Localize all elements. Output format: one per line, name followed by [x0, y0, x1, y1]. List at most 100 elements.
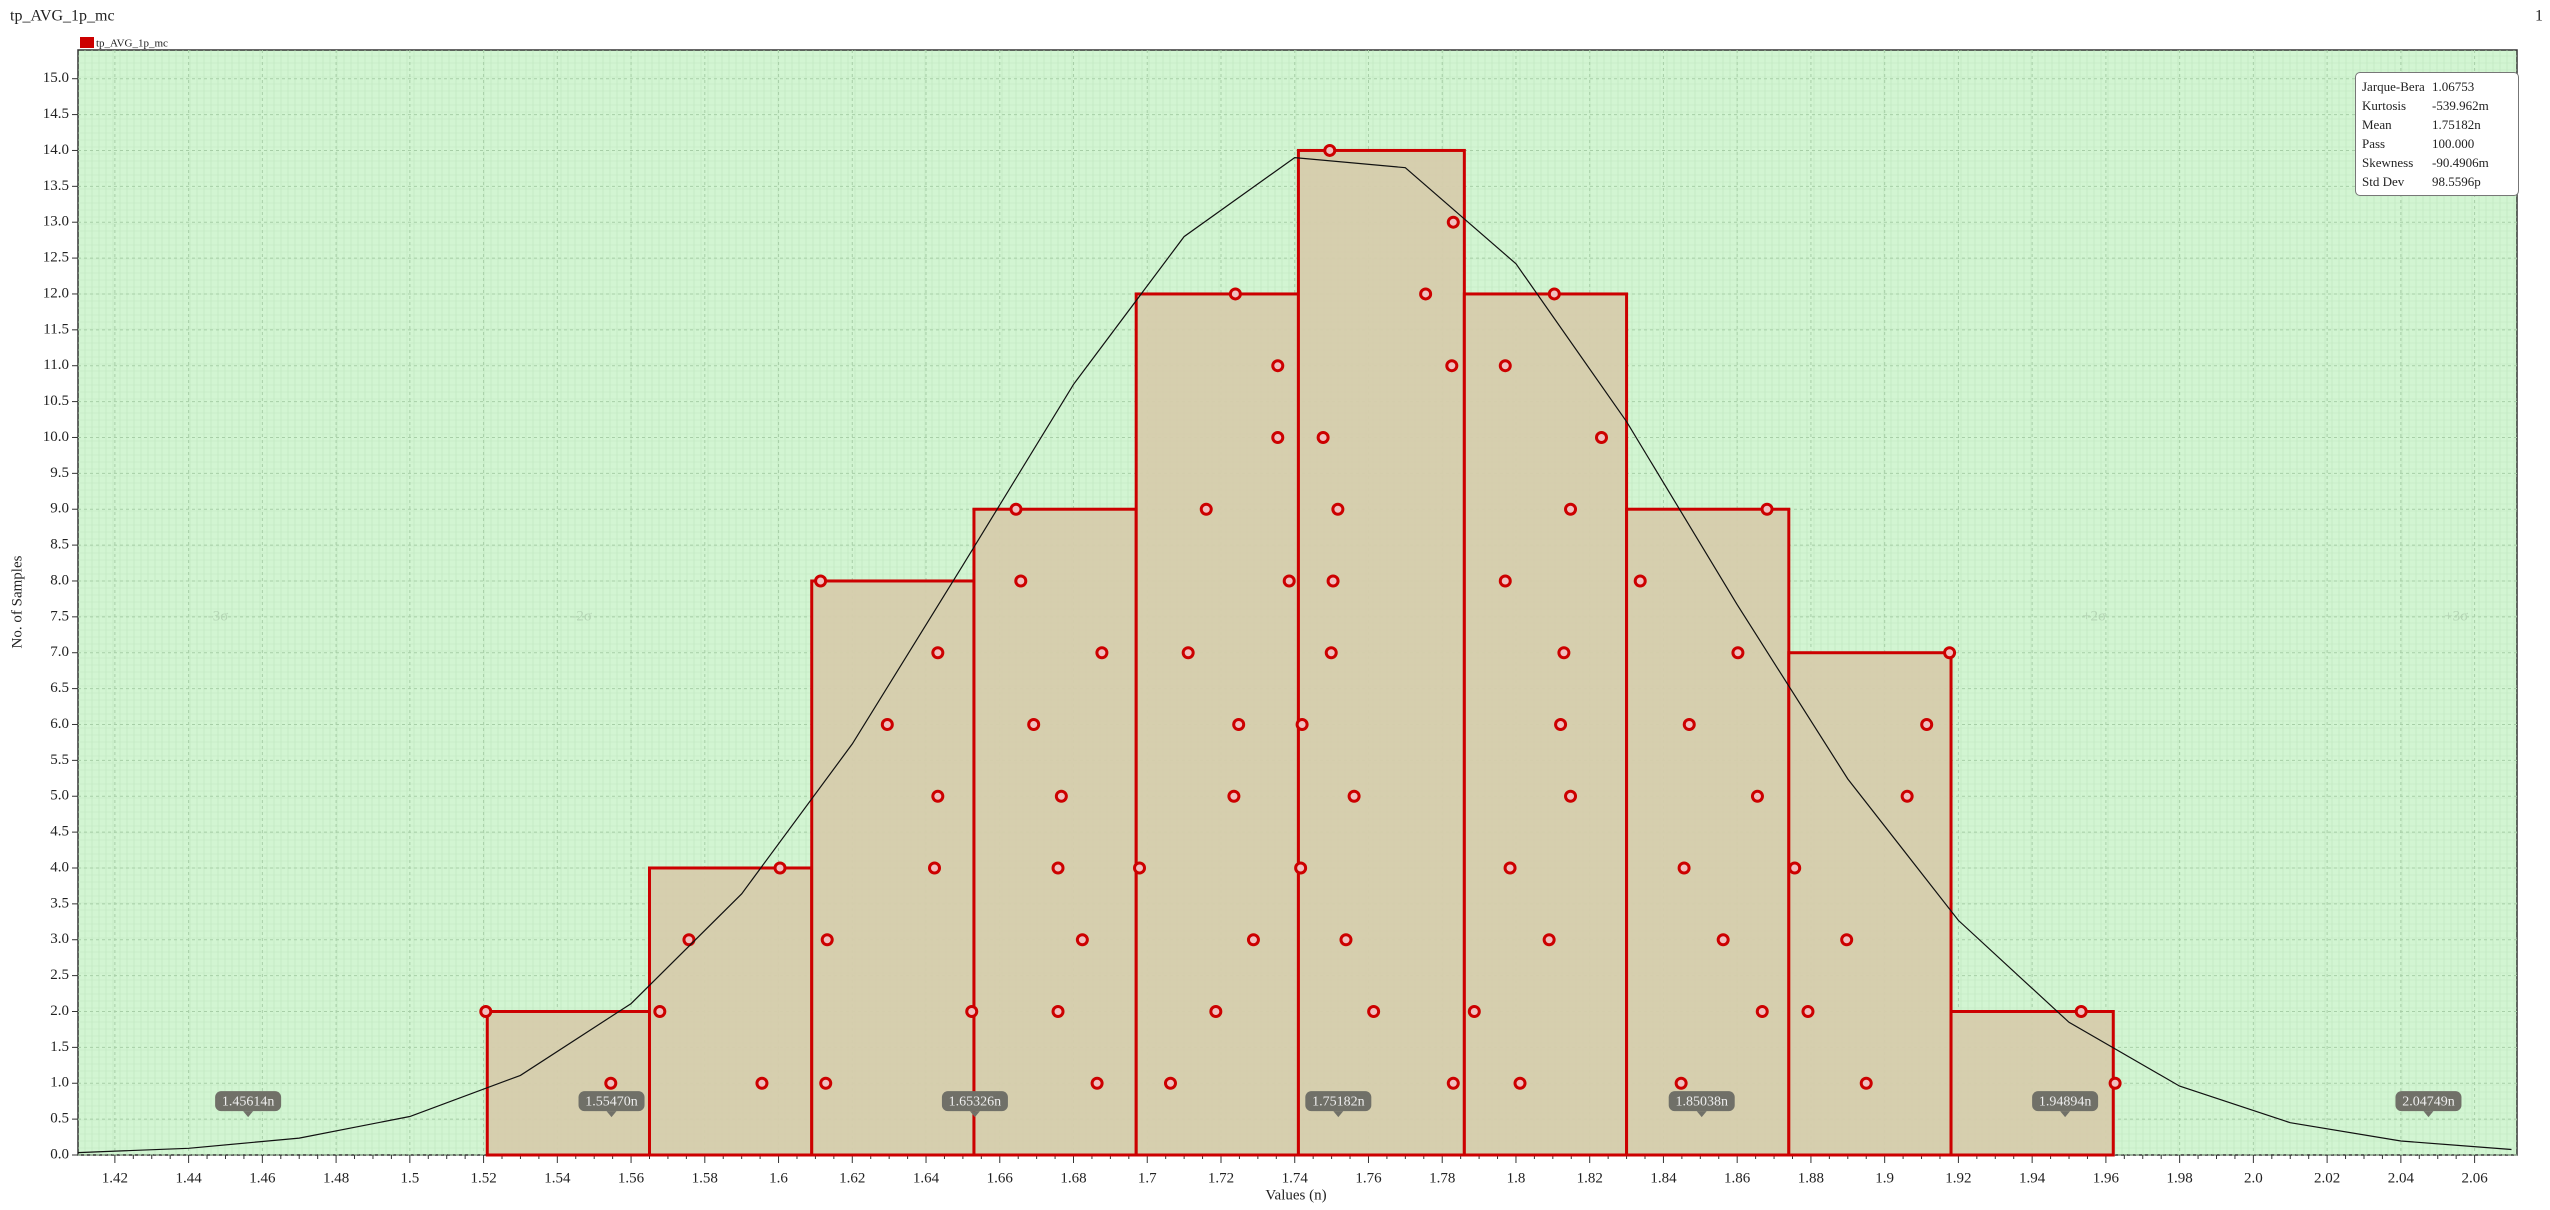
sample-point [1051, 861, 1065, 875]
x-tick-label: 1.84 [1650, 1170, 1677, 1186]
sigma-label: -3σ [208, 608, 229, 624]
y-tick-label: 14.5 [43, 106, 69, 122]
y-tick-label: 1.5 [50, 1039, 69, 1055]
sample-point [1564, 789, 1578, 803]
x-tick-label: 1.46 [249, 1170, 276, 1186]
sample-point [1232, 717, 1246, 731]
marker: 1.65326n [941, 1091, 1008, 1118]
stat-value: 100.000 [2432, 136, 2475, 151]
sample-point [1295, 717, 1309, 731]
x-tick-label: 1.8 [1507, 1170, 1526, 1186]
y-axis-label: No. of Samples [9, 555, 25, 648]
marker-label: 1.55470n [585, 1094, 638, 1109]
stats-row: Pass 100.000 [2362, 134, 2512, 153]
sample-point [1163, 1076, 1177, 1090]
sample-point [1682, 717, 1696, 731]
chart-title: tp_AVG_1p_mc [10, 8, 115, 25]
y-tick-label: 8.0 [50, 572, 69, 588]
sample-point [1594, 430, 1608, 444]
sample-point [1331, 502, 1345, 516]
x-tick-label: 1.96 [2093, 1170, 2120, 1186]
sample-point [1419, 287, 1433, 301]
marker-pointer [1333, 1111, 1344, 1118]
x-tick-label: 1.7 [1138, 1170, 1157, 1186]
sample-point [1199, 502, 1213, 516]
sample-point [1095, 646, 1109, 660]
sample-point [773, 861, 787, 875]
bar [810, 579, 976, 1157]
sample-point [1943, 646, 1957, 660]
x-tick-label: 1.56 [618, 1170, 645, 1186]
y-tick-label: 5.0 [50, 788, 69, 804]
x-tick-label: 1.44 [175, 1170, 202, 1186]
sample-point [1513, 1076, 1527, 1090]
sample-point [1271, 430, 1285, 444]
marker-label: 2.04749n [2402, 1094, 2455, 1109]
y-tick-label: 10.5 [43, 393, 69, 409]
sample-point [1027, 717, 1041, 731]
stats-row: Skewness -90.4906m [2362, 153, 2512, 172]
x-axis-label: Values (n) [1265, 1187, 1326, 1203]
sample-point [1326, 574, 1340, 588]
sample-point [682, 933, 696, 947]
sample-point [1755, 1004, 1769, 1018]
y-tick-label: 15.0 [43, 70, 69, 86]
y-tick-label: 10.0 [43, 429, 69, 445]
x-tick-label: 1.58 [692, 1170, 718, 1186]
y-tick-label: 3.0 [50, 931, 69, 947]
y-tick-label: 4.5 [50, 824, 69, 840]
sample-point [1920, 717, 1934, 731]
y-tick-label: 9.5 [50, 465, 69, 481]
sample-point [1859, 1076, 1873, 1090]
sample-point [1347, 789, 1361, 803]
x-tick-label: 1.54 [544, 1170, 571, 1186]
marker-box [941, 1091, 1008, 1112]
x-tick-label: 1.42 [102, 1170, 128, 1186]
stat-name: Pass [2362, 136, 2386, 151]
sample-point [1014, 574, 1028, 588]
y-tick-label: 6.0 [50, 716, 69, 732]
y-tick-label: 3.5 [50, 895, 69, 911]
stat-value: 1.75182n [2432, 117, 2481, 132]
sample-point [880, 717, 894, 731]
sample-point [1677, 861, 1691, 875]
marker: 1.85038n [1668, 1091, 1735, 1118]
y-tick-label: 9.0 [50, 501, 69, 517]
x-tick-label: 2.02 [2314, 1170, 2340, 1186]
bar [1134, 292, 1300, 1157]
sample-point [1750, 789, 1764, 803]
sample-point [1090, 1076, 1104, 1090]
stat-name: Skewness [2362, 155, 2414, 170]
bar [1949, 1009, 2115, 1157]
marker: 2.04749n [2395, 1091, 2462, 1118]
sample-point [1339, 933, 1353, 947]
sample-point [1503, 861, 1517, 875]
sample-point [1367, 1004, 1381, 1018]
marker: 1.75182n [1305, 1091, 1372, 1118]
y-tick-label: 11.0 [43, 357, 69, 373]
bar [1625, 507, 1791, 1157]
marker-pointer [1696, 1111, 1707, 1118]
sample-point [1246, 933, 1260, 947]
stats-row: Jarque-Bera 1.06753 [2362, 77, 2512, 96]
marker-label: 1.94894n [2039, 1094, 2092, 1109]
sample-point [1324, 646, 1338, 660]
x-tick-label: 2.06 [2461, 1170, 2488, 1186]
x-tick-label: 1.48 [323, 1170, 349, 1186]
sample-point [1564, 502, 1578, 516]
bar [1296, 148, 1466, 1157]
marker-pointer [2060, 1111, 2071, 1118]
marker-pointer [2423, 1111, 2434, 1118]
x-tick-label: 1.82 [1577, 1170, 1603, 1186]
sample-point [1075, 933, 1089, 947]
sample-point [1271, 359, 1285, 373]
sample-point [1760, 502, 1774, 516]
sample-point [1228, 287, 1242, 301]
x-tick-label: 1.92 [1945, 1170, 1971, 1186]
y-tick-label: 8.5 [50, 537, 69, 553]
page-number: 1 [2535, 8, 2543, 25]
sigma-label: -2σ [571, 608, 592, 624]
x-tick-label: 1.94 [2019, 1170, 2046, 1186]
